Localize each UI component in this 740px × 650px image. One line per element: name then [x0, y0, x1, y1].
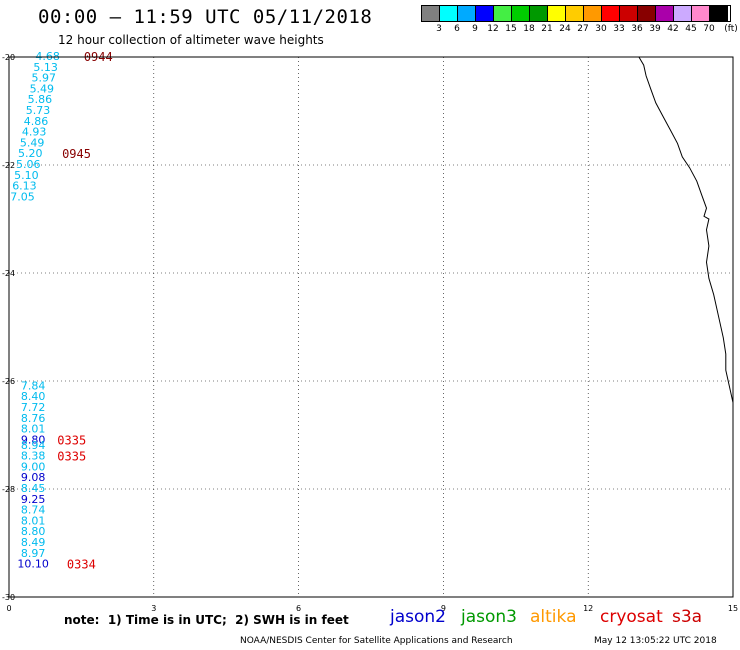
swh-value-label: 5.06	[16, 158, 41, 171]
swh-value-label: 5.49	[30, 82, 55, 95]
lon-tick-label: 12	[583, 604, 593, 613]
swh-value-label: 5.73	[26, 104, 51, 117]
legend-tick-label: 70	[703, 24, 715, 34]
legend-tick-label: 3	[436, 24, 442, 34]
swh-value-label: 8.80	[21, 525, 46, 538]
swh-value-label: 5.20	[18, 147, 43, 160]
legend-tick-label: 24	[559, 24, 571, 34]
legend-tick-label: 18	[523, 24, 535, 34]
swh-value-label: 8.01	[21, 514, 46, 527]
pass-time-label: 0335	[57, 433, 86, 447]
swh-value-label: 8.45	[21, 482, 46, 495]
lon-tick-label: 0	[6, 604, 11, 613]
legend-swatch	[620, 6, 638, 21]
legend-tick-label: 15	[505, 24, 517, 34]
swh-value-label: 5.97	[32, 72, 57, 85]
legend-swatch	[674, 6, 692, 21]
satellite-name-jason3: jason3	[461, 607, 517, 627]
legend-tick-label: 39	[649, 24, 661, 34]
legend-tick-label: 42	[667, 24, 679, 34]
legend-swatches	[421, 5, 731, 22]
footer-note: note: 1) Time is in UTC; 2) SWH is in fe…	[64, 613, 349, 627]
swh-value-label: 4.93	[22, 126, 47, 139]
legend-swatch	[584, 6, 602, 21]
legend-swatch	[494, 6, 512, 21]
legend-tick-label: 33	[613, 24, 625, 34]
legend-swatch	[422, 6, 440, 21]
lon-tick-label: 6	[296, 604, 301, 613]
swh-value-label: 8.49	[21, 536, 46, 549]
swh-value-label: 8.40	[21, 390, 46, 403]
swh-value-label: 9.25	[21, 493, 46, 506]
legend-swatch	[566, 6, 584, 21]
pass-time-label: 0945	[62, 147, 91, 161]
swh-value-label: 7.72	[21, 401, 46, 414]
swh-value-label: 8.38	[21, 450, 46, 463]
wave-height-color-legend: 3 6 9 12 15 18 21 24 27 30 33 36 39 42 45 70 (ft)	[421, 5, 738, 34]
swh-value-label: 5.10	[14, 169, 39, 182]
legend-ticks: 3 6 9 12 15 18 21 24 27 30 33 36 39 42 45 70 (ft)	[421, 22, 738, 34]
legend-tick-label: 45	[685, 24, 697, 34]
legend-tick-label: 36	[631, 24, 643, 34]
legend-swatch	[458, 6, 476, 21]
satellite-name-altika: altika	[530, 607, 577, 627]
swh-value-label: 9.00	[21, 460, 46, 473]
generation-timestamp: May 12 13:05:22 UTC 2018	[594, 636, 717, 646]
coastline-path	[638, 56, 734, 403]
swh-observations: 4.685.135.975.495.865.734.864.935.495.20…	[10, 50, 112, 572]
legend-swatch	[512, 6, 530, 21]
lon-tick-label: 15	[728, 604, 738, 613]
swh-value-label: 5.86	[28, 93, 53, 106]
axis-tick-labels: 0 3 6 9 12 15-20-22-24-26-28-30	[2, 53, 738, 613]
swh-value-label: 8.74	[21, 504, 46, 517]
swh-value-label: 5.49	[20, 136, 45, 149]
swh-value-label: 5.13	[33, 61, 58, 74]
map-subtitle: 12 hour collection of altimeter wave hei…	[58, 33, 324, 47]
pass-time-label: 0334	[67, 558, 96, 572]
swh-value-label: 8.76	[21, 412, 46, 425]
satellite-name-jason2: jason2	[390, 607, 446, 627]
map-title: 00:00 – 11:59 UTC 05/11/2018	[38, 6, 373, 28]
legend-swatch	[440, 6, 458, 21]
map-grid	[8, 56, 734, 598]
legend-swatch	[602, 6, 620, 21]
lon-tick-label: 9	[441, 604, 446, 613]
legend-tick-label: 21	[541, 24, 553, 34]
legend-swatch	[476, 6, 494, 21]
legend-swatch	[548, 6, 566, 21]
swh-value-label: 4.86	[24, 115, 49, 128]
legend-tick-label: 9	[472, 24, 478, 34]
legend-swatch	[710, 6, 728, 21]
legend-unit: (ft)	[724, 24, 738, 34]
pass-time-label: 0335	[57, 450, 86, 464]
legend-swatch	[638, 6, 656, 21]
swh-value-label: 8.97	[21, 547, 46, 560]
map-frame	[8, 56, 734, 598]
coastline	[638, 56, 734, 403]
legend-tick-label: 30	[595, 24, 607, 34]
swh-value-label: 9.08	[21, 471, 46, 484]
credit-line: NOAA/NESDIS Center for Satellite Applica…	[240, 636, 513, 646]
swh-value-label: 8.01	[21, 423, 46, 436]
legend-swatch	[656, 6, 674, 21]
legend-tick-label: 27	[577, 24, 589, 34]
swh-value-label: 8.94	[21, 439, 46, 452]
swh-value-label: 7.84	[21, 379, 46, 392]
swh-value-label: 6.13	[12, 180, 37, 193]
satellite-name-s3a: s3a	[672, 607, 703, 627]
swh-value-label: 10.10	[17, 558, 49, 571]
swh-value-label: 9.80	[21, 433, 46, 446]
legend-tick-label: 6	[454, 24, 460, 34]
lon-tick-label: 3	[151, 604, 156, 613]
legend-tick-label: 12	[487, 24, 499, 34]
satellite-name-cryosat: cryosat	[600, 607, 663, 627]
legend-swatch	[530, 6, 548, 21]
swh-value-label: 7.05	[10, 190, 35, 203]
legend-swatch	[692, 6, 710, 21]
